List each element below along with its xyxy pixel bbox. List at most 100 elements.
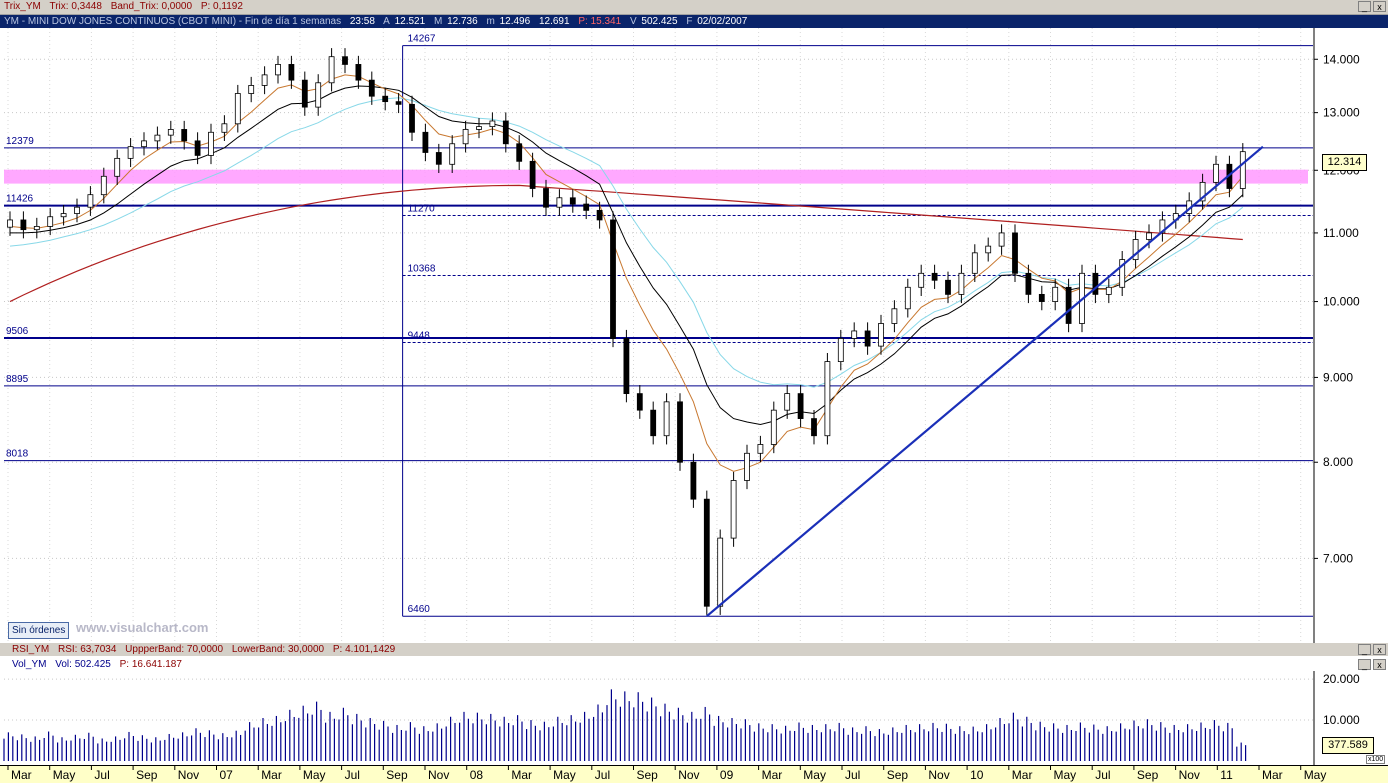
time-tick-label: Mar [762, 768, 783, 782]
time-tick-label: Sep [1137, 768, 1159, 782]
candle-body [20, 219, 27, 231]
time-tick-label: Mar [511, 768, 532, 782]
y-tick-label: 13.000 [1323, 106, 1360, 120]
trix-p-value: P: 0,1192 [200, 1, 243, 12]
volume-plot-area [0, 671, 1314, 765]
time-tick-label: 09 [720, 768, 734, 782]
rsi-lower-band: LowerBand: 30,0000 [231, 644, 325, 655]
price-axis-area [1314, 28, 1388, 643]
minimize-button[interactable]: _ [1358, 1, 1371, 12]
candle-body [221, 123, 228, 133]
volume-tick-label: 20.000 [1323, 672, 1360, 686]
candle-body [74, 206, 80, 214]
trix-value: Trix: 0,3448 [49, 1, 102, 12]
candle-body [301, 79, 308, 108]
time-tick-label: 07 [220, 768, 234, 782]
candle-body [328, 56, 335, 84]
candle-body [1119, 259, 1126, 288]
time-tick-label: Jul [94, 768, 109, 782]
candle-body [958, 272, 965, 295]
volume-chart[interactable]: 20.000 10.000 [0, 671, 1388, 765]
candle-body [60, 213, 67, 218]
vol-minimize-button[interactable]: _ [1358, 659, 1371, 670]
candle-body [409, 103, 415, 133]
time-tick-label: Mar [1012, 768, 1033, 782]
candle-body [837, 338, 844, 362]
candle-body [288, 64, 295, 81]
candle-body [1052, 286, 1059, 302]
time-tick-label: Nov [428, 768, 449, 782]
candle-body [234, 93, 241, 125]
time-tick-label: May [1054, 768, 1077, 782]
level-label: 8895 [6, 374, 29, 385]
candle-body [543, 188, 549, 208]
band-trix-value: Band_Trix: 0,0000 [110, 1, 193, 12]
time-tick-label: Sep [386, 768, 408, 782]
y-tick-label: 14.000 [1323, 52, 1360, 66]
candle-body [690, 461, 697, 500]
candle-body [422, 131, 429, 153]
candle-body [127, 146, 134, 159]
candle-body [141, 140, 147, 148]
candle-body [569, 197, 576, 205]
y-tick-label: 9.000 [1323, 370, 1353, 384]
candle-body [864, 330, 871, 347]
time-tick-label: Jul [595, 768, 610, 782]
candle-body [502, 120, 509, 145]
candle-body [971, 252, 978, 274]
rsi-close-button[interactable]: x [1373, 644, 1386, 655]
y-tick-label: 11.000 [1323, 226, 1359, 240]
quote-date: 02/02/2007 [697, 16, 748, 27]
time-tick-label: May [53, 768, 76, 782]
candle-body [462, 129, 469, 145]
time-tick-label: Nov [178, 768, 199, 782]
candle-body [248, 85, 255, 94]
time-tick-label: May [1304, 768, 1327, 782]
ema-fast-line [9, 74, 1244, 472]
orders-button[interactable]: Sin órdenes [8, 622, 70, 639]
candle-body [368, 79, 375, 97]
rsi-upper-band: UppperBand: 70,0000 [125, 644, 224, 655]
time-tick-label: 08 [470, 768, 484, 782]
volume-label: V [629, 16, 637, 27]
y-tick-label: 10.000 [1323, 295, 1360, 309]
rsi-minimize-button[interactable]: _ [1358, 644, 1371, 655]
time-tick-label: May [553, 768, 576, 782]
time-tick-label: Jul [1095, 768, 1110, 782]
candle-body [811, 418, 817, 437]
ema-mid-line [10, 85, 1244, 426]
time-axis-bg [0, 765, 1388, 783]
time-tick-label: Sep [136, 768, 158, 782]
level-label: 6460 [408, 604, 431, 615]
candle-body [918, 272, 925, 288]
candle-body [556, 197, 563, 208]
candle-body [730, 480, 737, 539]
level-label: 11426 [6, 194, 34, 205]
candle-body [114, 157, 121, 177]
rsi-name: RSI_YM [12, 644, 50, 655]
price-chart[interactable]: 14.00013.00012.00011.00010.0009.0008.000… [0, 28, 1388, 643]
sma-slow-line [9, 97, 1244, 388]
candle-body [663, 401, 670, 437]
candle-body [1132, 239, 1139, 260]
indicator-name: Trix_YM [4, 1, 41, 12]
time-tick-label: Jul [345, 768, 360, 782]
trendline [706, 145, 1264, 618]
candle-body [596, 209, 603, 221]
time-tick-label: Sep [637, 768, 659, 782]
time-tick-label: 11 [1220, 768, 1233, 782]
candle-body [181, 129, 188, 142]
candle-body [945, 279, 951, 295]
level-label: 9448 [408, 330, 431, 341]
candle-body [744, 452, 750, 481]
candle-body [342, 56, 348, 65]
close-button[interactable]: x [1373, 1, 1386, 12]
volume-header-bar: Vol_YM Vol: 502.425 P: 16.641.187 [0, 658, 1388, 671]
time-tick-label: Mar [261, 768, 282, 782]
candle-body [315, 82, 322, 108]
low-label: m [486, 16, 495, 27]
candle-body [7, 219, 13, 228]
time-tick-label: Sep [887, 768, 909, 782]
vol-close-button[interactable]: x [1373, 659, 1386, 670]
time-tick-label: Nov [928, 768, 949, 782]
